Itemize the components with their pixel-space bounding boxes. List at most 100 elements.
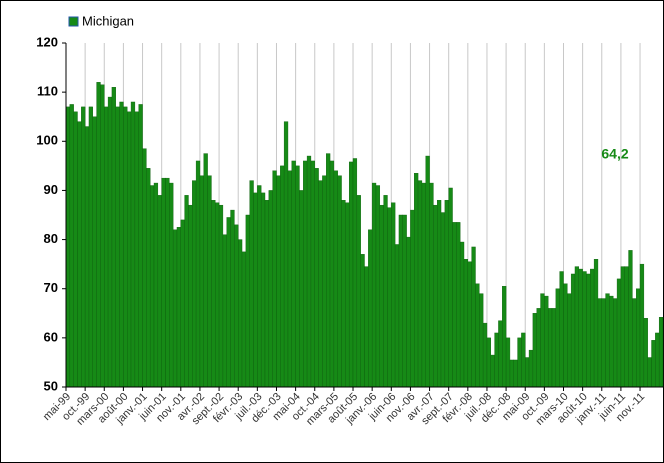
bar [226, 217, 231, 388]
bar [211, 200, 216, 388]
bar [127, 111, 132, 388]
bar [559, 271, 564, 388]
bar [425, 155, 430, 388]
bar [65, 106, 71, 388]
y-tick-label: 50 [44, 378, 58, 393]
bar [115, 106, 120, 388]
bar [448, 187, 453, 388]
bar [337, 175, 342, 388]
bar [176, 227, 182, 388]
bar [119, 101, 124, 388]
y-tick-label: 80 [44, 231, 58, 246]
bar [440, 212, 446, 388]
bar [348, 161, 354, 388]
bar [502, 286, 507, 388]
bar [547, 308, 553, 388]
bar [437, 200, 442, 388]
bar [525, 357, 530, 388]
bar [567, 293, 572, 388]
bar [410, 209, 415, 388]
bar [104, 106, 109, 388]
bar [613, 298, 618, 388]
bar [306, 155, 312, 388]
bar [414, 173, 419, 388]
bar [620, 266, 625, 388]
bar [341, 200, 346, 388]
bar [555, 288, 560, 388]
bar [471, 246, 476, 388]
y-tick-label: 90 [44, 182, 58, 197]
bar [528, 349, 534, 388]
bar [628, 250, 633, 388]
bar [406, 236, 411, 388]
bar [192, 180, 197, 388]
legend-label: Michigan [82, 13, 134, 28]
bar [295, 165, 300, 388]
bar [655, 332, 660, 388]
bar [391, 202, 396, 388]
bar [88, 106, 93, 388]
bar [314, 168, 319, 388]
bar [92, 116, 97, 388]
bar [73, 111, 78, 388]
bar [647, 357, 652, 388]
bar [276, 175, 281, 388]
bar [264, 200, 270, 388]
bar [268, 190, 273, 388]
bar [303, 160, 308, 388]
bar [494, 332, 499, 388]
bar [123, 106, 128, 388]
bar [505, 337, 511, 388]
bar [551, 308, 557, 388]
value-label: 64,2 [601, 146, 628, 162]
bar [318, 180, 323, 388]
bar [215, 202, 220, 388]
bar [283, 121, 289, 388]
bar [444, 200, 449, 388]
bar [207, 175, 212, 388]
bar [509, 359, 514, 388]
bar [383, 195, 388, 388]
bar [605, 293, 610, 388]
bar [280, 165, 285, 388]
bar [544, 295, 549, 388]
bar [475, 283, 480, 388]
bar [398, 214, 403, 388]
bar [111, 87, 116, 388]
bar [597, 298, 602, 388]
bar [601, 298, 606, 388]
bar [479, 293, 484, 388]
bar [245, 214, 250, 388]
bar [643, 318, 648, 388]
bar [195, 160, 201, 388]
bar [356, 195, 361, 388]
bar [624, 266, 629, 388]
y-tick-label: 110 [37, 84, 58, 99]
bar [651, 340, 656, 388]
bar [257, 185, 262, 388]
bar [287, 170, 292, 388]
bar [184, 195, 189, 388]
bar [100, 84, 105, 388]
bar [586, 273, 591, 388]
y-tick-label: 120 [36, 34, 58, 49]
bar [639, 263, 645, 388]
bar [299, 190, 304, 388]
bar [532, 313, 537, 388]
bar [513, 359, 518, 388]
bar [658, 317, 664, 388]
bar [360, 254, 365, 388]
bar [616, 278, 622, 388]
bar [180, 219, 185, 388]
bar [632, 298, 637, 388]
bar [165, 177, 170, 388]
bar [536, 308, 541, 388]
bar [218, 204, 224, 388]
bar [590, 268, 595, 388]
legend-swatch [68, 16, 79, 27]
bar [153, 182, 159, 388]
bar [130, 101, 136, 388]
bar [371, 182, 377, 388]
bar [364, 266, 369, 388]
bar [234, 224, 239, 388]
